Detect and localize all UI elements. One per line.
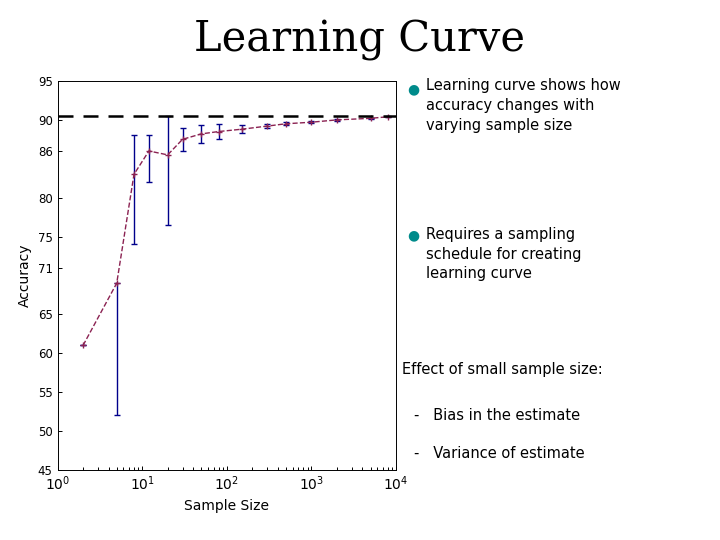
Text: Learning Curve: Learning Curve	[194, 19, 526, 61]
Text: Requires a sampling
schedule for creating
learning curve: Requires a sampling schedule for creatin…	[426, 227, 582, 281]
Y-axis label: Accuracy: Accuracy	[18, 244, 32, 307]
Text: ●: ●	[408, 228, 419, 242]
Text: -   Bias in the estimate: - Bias in the estimate	[414, 408, 580, 423]
Text: Learning curve shows how
accuracy changes with
varying sample size: Learning curve shows how accuracy change…	[426, 78, 621, 133]
Text: Effect of small sample size:: Effect of small sample size:	[402, 362, 603, 377]
Text: ●: ●	[408, 82, 419, 96]
X-axis label: Sample Size: Sample Size	[184, 499, 269, 513]
Text: -   Variance of estimate: - Variance of estimate	[414, 446, 585, 461]
